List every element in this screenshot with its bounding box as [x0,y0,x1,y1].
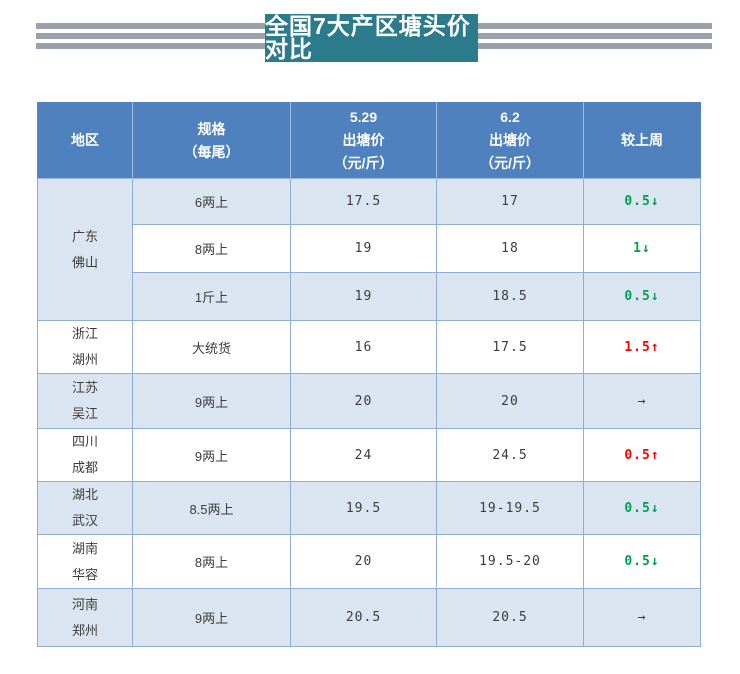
change-cell: 0.5↓ [583,481,701,535]
region-cell: 广东 佛山 [37,178,133,321]
price-529-cell: 20.5 [290,588,437,647]
table-header: 地区 规格 （每尾） 5.29 出塘价 （元/斤） 6.2 出塘价 （元/斤） … [37,102,701,179]
price-529-cell: 19.5 [290,481,437,535]
region-cell: 湖北 武汉 [37,481,133,535]
page-title: 全国7大产区塘头价对比 [265,13,471,62]
table-row: 江苏 吴江 9两上 20 20 → [37,373,701,429]
price-62-cell: 17 [436,178,584,225]
change-cell: → [583,373,701,429]
price-529-cell: 17.5 [290,178,437,225]
spec-cell: 6两上 [132,178,291,225]
spec-cell: 8两上 [132,534,291,589]
price-529-cell: 16 [290,320,437,374]
spec-cell: 8两上 [132,224,291,273]
price-529-cell: 19 [290,272,437,321]
price-62-cell: 18 [436,224,584,273]
table-row: 1斤上 19 18.5 0.5↓ [38,272,701,321]
col-header-price-529: 5.29 出塘价 （元/斤） [290,102,437,179]
region-cell: 江苏 吴江 [37,373,133,429]
spec-cell: 大统货 [132,320,291,374]
col-header-price-62: 6.2 出塘价 （元/斤） [436,102,584,179]
region-cell: 浙江 湖州 [37,320,133,374]
price-comparison-table: 地区 规格 （每尾） 5.29 出塘价 （元/斤） 6.2 出塘价 （元/斤） … [37,102,701,647]
price-62-cell: 18.5 [436,272,584,321]
change-cell: → [583,588,701,647]
price-529-cell: 19 [290,224,437,273]
spec-cell: 9两上 [132,373,291,429]
spec-cell: 9两上 [132,428,291,482]
table-row: 河南 郑州 9两上 20.5 20.5 → [37,588,701,647]
col-header-vs-last-week: 较上周 [583,102,701,179]
table-row: 湖北 武汉 8.5两上 19.5 19-19.5 0.5↓ [37,481,701,535]
col-header-region: 地区 [37,102,133,179]
table-row: 浙江 湖州 大统货 16 17.5 1.5↑ [37,320,701,374]
region-cell: 湖南 华容 [37,534,133,589]
price-62-cell: 17.5 [436,320,584,374]
change-cell: 1↓ [583,224,701,273]
region-cell: 河南 郑州 [37,588,133,647]
change-cell: 0.5↓ [583,534,701,589]
price-62-cell: 24.5 [436,428,584,482]
price-529-cell: 20 [290,534,437,589]
table-row: 广东 佛山 6两上 17.5 17 0.5↓ [37,178,701,321]
change-cell: 0.5↓ [583,178,701,225]
table-row: 8两上 19 18 1↓ [38,224,701,273]
region-cell: 四川 成都 [37,428,133,482]
price-62-cell: 19-19.5 [436,481,584,535]
price-62-cell: 20.5 [436,588,584,647]
change-cell: 0.5↑ [583,428,701,482]
title-banner: 全国7大产区塘头价对比 [265,14,478,62]
table-row: 湖南 华容 8两上 20 19.5-20 0.5↓ [37,534,701,589]
spec-cell: 1斤上 [132,272,291,321]
price-62-cell: 20 [436,373,584,429]
change-cell: 1.5↑ [583,320,701,374]
price-529-cell: 24 [290,428,437,482]
change-cell: 0.5↓ [583,272,701,321]
col-header-spec: 规格 （每尾） [132,102,291,179]
spec-cell: 8.5两上 [132,481,291,535]
price-529-cell: 20 [290,373,437,429]
spec-cell: 9两上 [132,588,291,647]
price-62-cell: 19.5-20 [436,534,584,589]
table-row: 四川 成都 9两上 24 24.5 0.5↑ [37,428,701,482]
